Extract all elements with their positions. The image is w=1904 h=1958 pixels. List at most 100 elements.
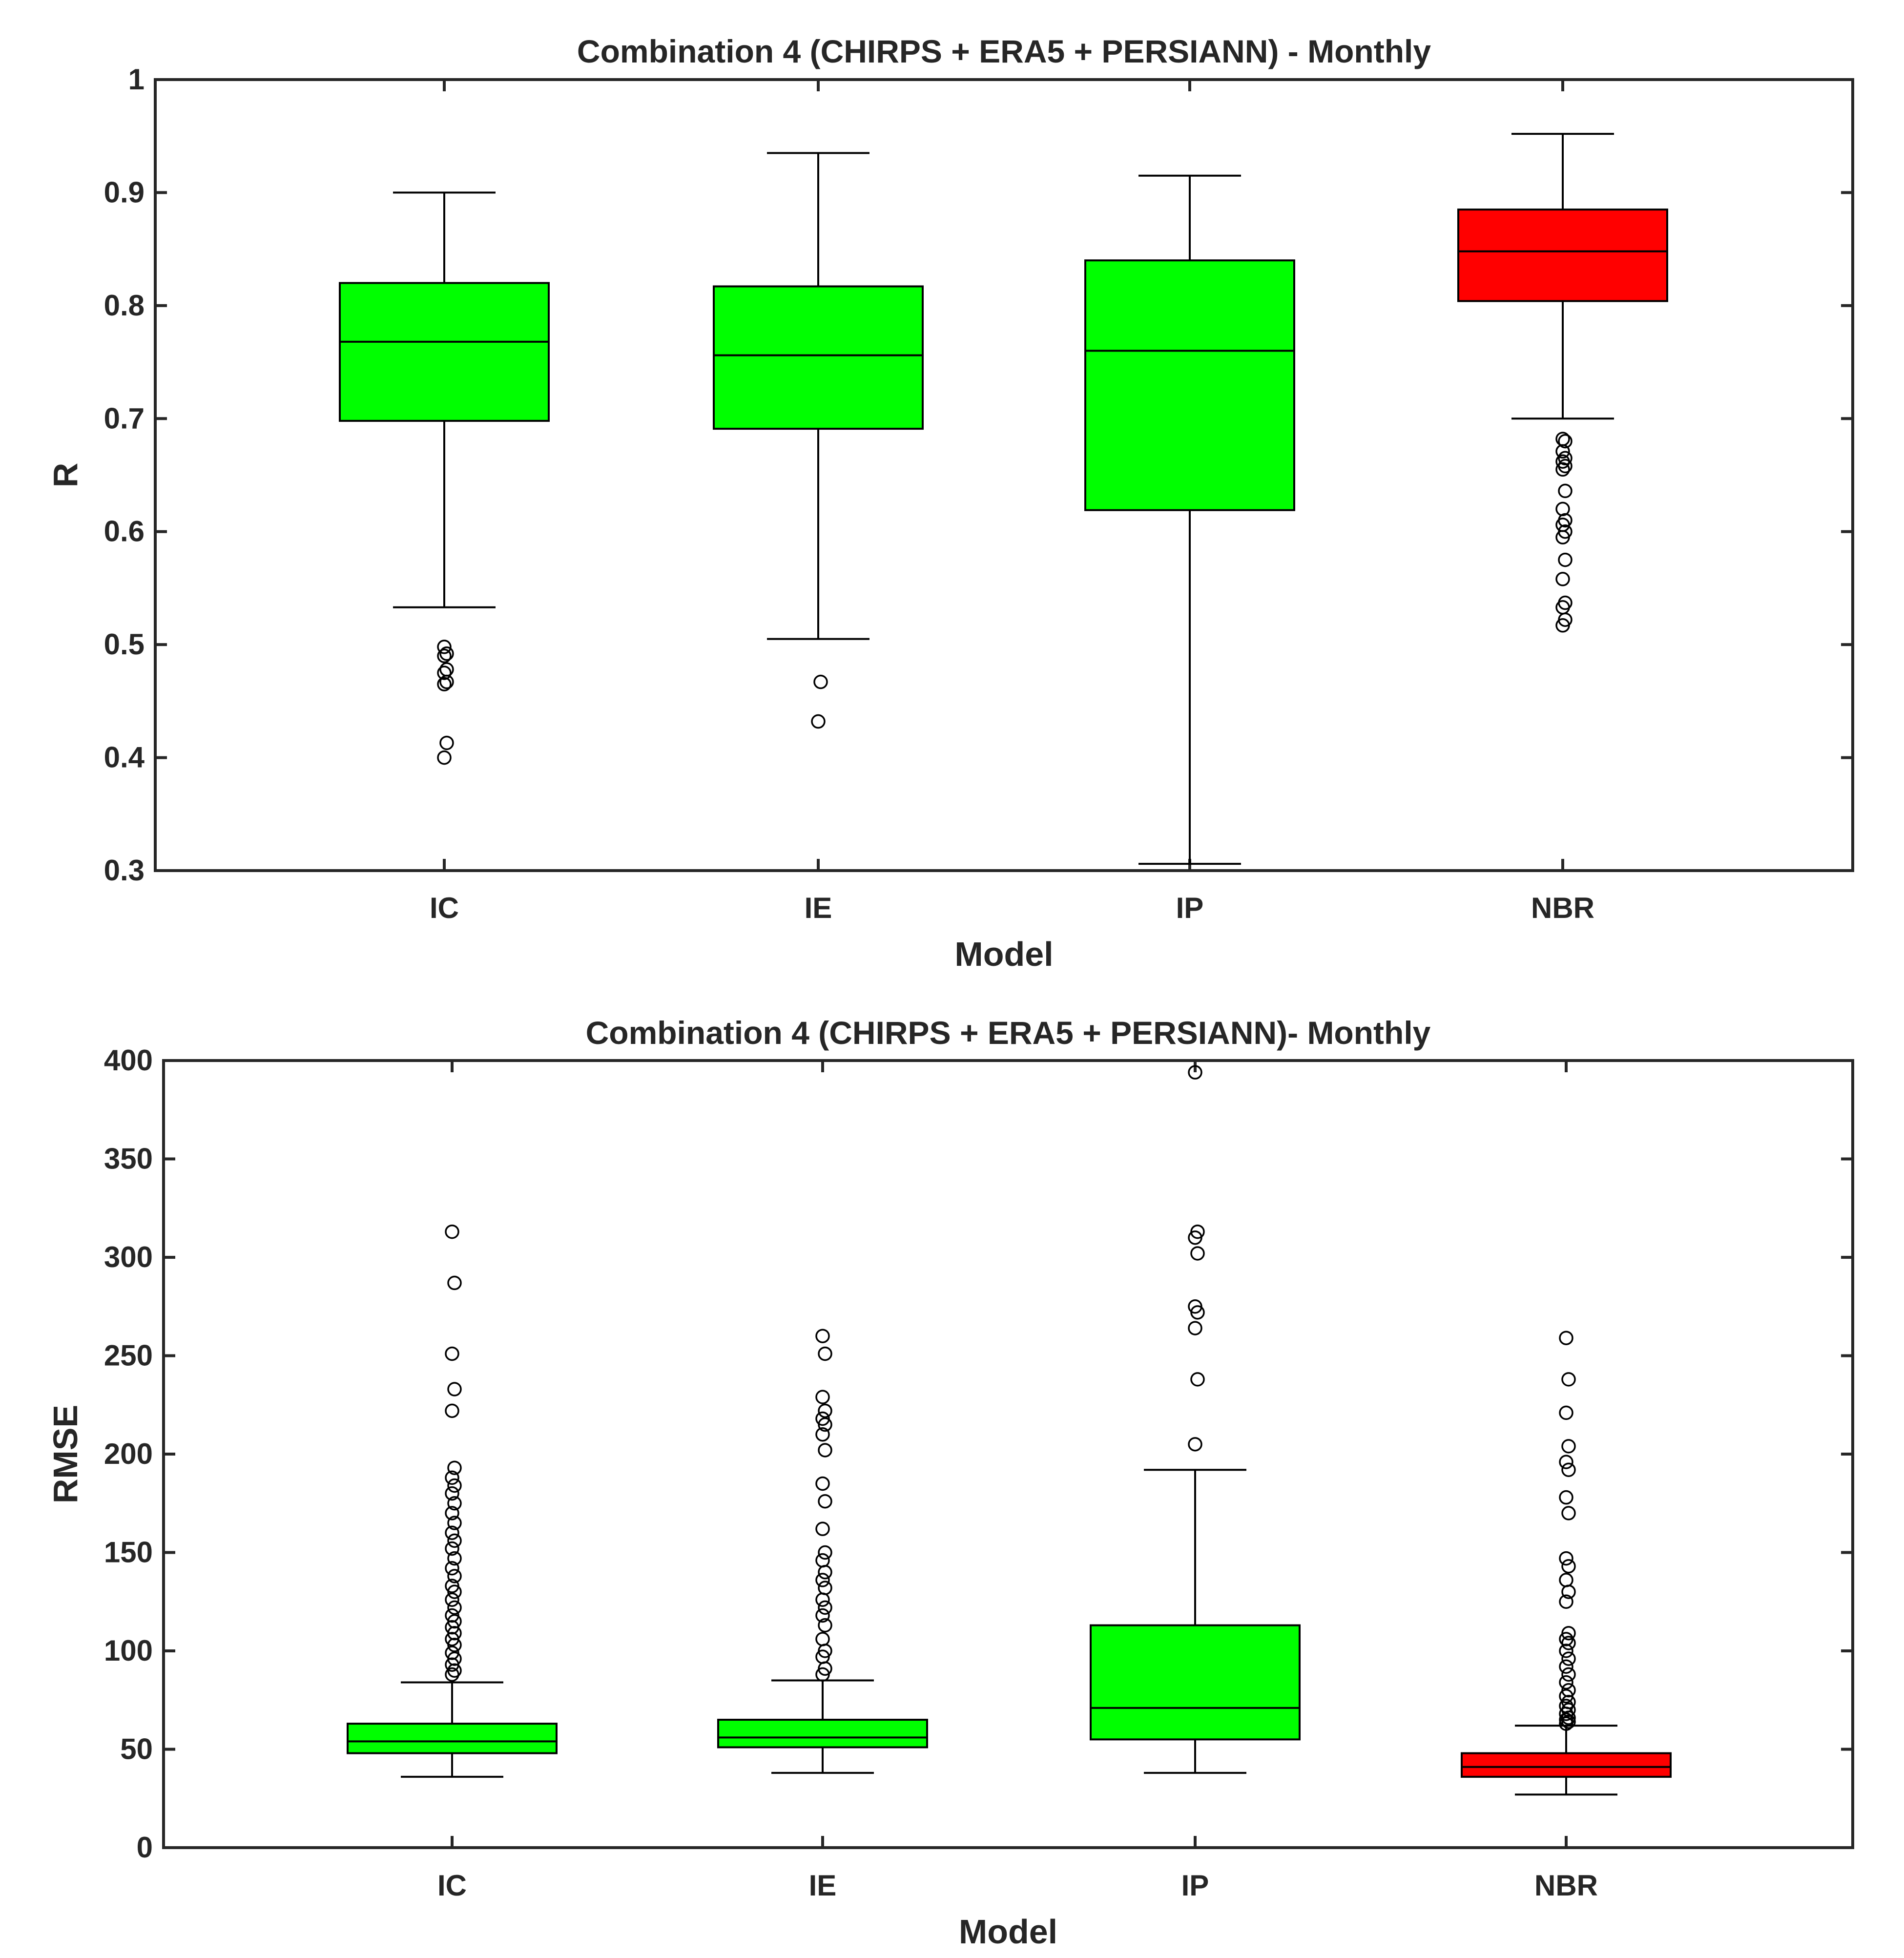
outlier-point	[1559, 1675, 1573, 1690]
outlier-point	[445, 1506, 459, 1521]
y-tick-label: 150	[104, 1536, 153, 1569]
x-tick-label: IC	[430, 892, 459, 924]
outlier-point	[1559, 1490, 1573, 1505]
outlier-point	[447, 1460, 462, 1475]
outlier-point	[811, 714, 826, 729]
outlier-point	[815, 1476, 830, 1491]
outlier-point	[815, 1573, 830, 1587]
x-tick-label: IE	[809, 1869, 837, 1902]
outlier-point	[1190, 1372, 1205, 1387]
outlier-point	[445, 1579, 459, 1593]
box-iqr	[713, 285, 924, 430]
outlier-point	[447, 1533, 462, 1548]
outlier-point	[447, 1569, 462, 1583]
y-tick-label: 1	[128, 63, 145, 96]
outlier-point	[445, 1470, 459, 1485]
y-tick-label: 0.6	[104, 515, 145, 548]
outlier-point	[1188, 1065, 1202, 1080]
box-iqr	[1461, 1752, 1672, 1778]
outlier-point	[437, 750, 452, 765]
box-ic: IC	[339, 80, 550, 924]
outlier-point	[1561, 1667, 1576, 1682]
x-axis-label: Model	[959, 1913, 1057, 1951]
box-iqr	[717, 1719, 928, 1749]
outlier-point	[815, 1632, 830, 1646]
outlier-point	[1561, 1439, 1576, 1454]
outlier-point	[813, 674, 828, 689]
x-tick-label: IP	[1181, 1869, 1209, 1902]
outlier-point	[1561, 1714, 1576, 1729]
outlier-point	[445, 1541, 459, 1556]
y-tick-label: 0.5	[104, 628, 145, 661]
outlier-point	[815, 1553, 830, 1568]
chart-title: Combination 4 (CHIRPS + ERA5 + PERSIANN)…	[586, 1015, 1431, 1051]
outlier-point	[818, 1618, 832, 1633]
outlier-point	[439, 646, 454, 661]
y-tick-label: 0.7	[104, 402, 145, 435]
y-tick-label: 100	[104, 1634, 153, 1667]
outlier-point	[1561, 1372, 1576, 1387]
outlier-point	[447, 1382, 462, 1396]
outlier-point	[437, 677, 452, 691]
outlier-point	[1559, 1659, 1573, 1674]
outlier-point	[818, 1600, 832, 1615]
outlier-point	[445, 1561, 459, 1576]
box-iqr	[347, 1723, 558, 1754]
box-ie: IE	[713, 80, 924, 924]
outlier-point	[1555, 501, 1570, 517]
outlier-point	[445, 1486, 459, 1501]
outlier-point	[815, 1329, 830, 1343]
outlier-point	[439, 662, 454, 677]
outlier-point	[447, 1551, 462, 1566]
outlier-point	[1559, 1594, 1573, 1609]
chart-title: Combination 4 (CHIRPS + ERA5 + PERSIANN)…	[577, 33, 1431, 69]
outlier-point	[1188, 1437, 1202, 1452]
outlier-point	[818, 1494, 832, 1509]
outlier-point	[815, 1411, 830, 1426]
outlier-point	[1561, 1559, 1576, 1574]
outlier-point	[1555, 572, 1570, 586]
box-iqr	[1090, 1624, 1301, 1741]
outlier-point	[447, 1600, 462, 1615]
outlier-point	[1559, 1331, 1573, 1345]
y-tick-label: 300	[104, 1241, 153, 1273]
box-iqr	[339, 282, 550, 422]
outlier-point	[447, 1516, 462, 1530]
outlier-point	[1559, 1551, 1573, 1566]
outlier-point	[818, 1443, 832, 1458]
outlier-point	[1561, 1651, 1576, 1666]
outlier-point	[1558, 451, 1573, 466]
box-ip: IP	[1090, 1061, 1301, 1902]
outlier-point	[1561, 1625, 1576, 1641]
y-tick-label: 50	[120, 1733, 153, 1766]
outlier-point	[818, 1403, 832, 1418]
outlier-point	[439, 735, 454, 750]
box-iqr	[1457, 208, 1668, 302]
outlier-point	[1559, 1405, 1573, 1420]
outlier-point	[437, 666, 452, 680]
outlier-point	[445, 1346, 459, 1361]
outlier-point	[818, 1545, 832, 1560]
x-axis-label: Model	[954, 935, 1053, 973]
y-tick-label: 0.8	[104, 289, 145, 322]
chart-panel-1: Combination 4 (CHIRPS + ERA5 + PERSIANN)…	[46, 33, 1854, 973]
x-tick-label: IC	[437, 1869, 467, 1902]
outlier-point	[815, 1608, 830, 1623]
box-iqr	[1084, 259, 1295, 511]
outlier-point	[445, 1592, 459, 1607]
outlier-point	[437, 640, 452, 654]
box-nbr: NBR	[1457, 80, 1668, 924]
outlier-point	[1188, 1321, 1202, 1335]
y-tick-label: 400	[104, 1044, 153, 1077]
outlier-point	[1561, 1683, 1576, 1698]
outlier-point	[815, 1521, 830, 1536]
outlier-point	[818, 1581, 832, 1595]
y-tick-label: 0.9	[104, 176, 145, 208]
outlier-point	[445, 1525, 459, 1540]
outlier-point	[1188, 1299, 1202, 1314]
y-tick-label: 200	[104, 1437, 153, 1470]
outlier-point	[1559, 1455, 1573, 1469]
y-tick-label: 0.3	[104, 854, 145, 887]
box-ie: IE	[717, 1061, 928, 1902]
